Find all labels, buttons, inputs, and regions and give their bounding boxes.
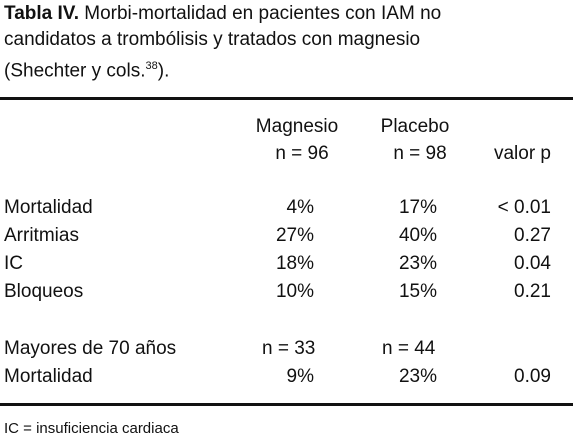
cell: 0.27 [514, 225, 551, 246]
row-label: Mortalidad [4, 366, 93, 387]
top-rule [0, 97, 573, 100]
caption-line: (Shechter y cols.38). [4, 54, 169, 83]
column-header: valor p [493, 143, 551, 164]
row-label: Arritmias [4, 225, 79, 246]
subgroup-n: n = 33 [262, 338, 316, 359]
cell: 40% [398, 225, 437, 246]
row-label: Mortalidad [4, 197, 93, 218]
cell: 0.09 [514, 366, 551, 387]
cell: 9% [286, 366, 314, 387]
caption-text: candidatos a trombólisis y tratados con … [4, 29, 421, 50]
cell: 4% [286, 197, 314, 218]
caption-label: Tabla IV. [4, 3, 79, 24]
cell: 15% [398, 281, 437, 302]
cell: < 0.01 [497, 197, 551, 218]
cell: 0.04 [514, 253, 551, 274]
subgroup-n: n = 44 [382, 338, 436, 359]
caption-line: Tabla IV. Morbi-mortalidad en pacientes … [4, 2, 441, 26]
cell: 10% [275, 281, 314, 302]
row-label: Bloqueos [4, 281, 84, 302]
column-n: n = 96 [275, 143, 329, 164]
cell: 23% [398, 253, 437, 274]
cell: 0.21 [514, 281, 551, 302]
caption-text: Morbi-mortalidad en pacientes con IAM no [84, 3, 442, 24]
caption-text: (Shechter y cols. [4, 60, 146, 82]
caption-end: ). [157, 60, 170, 82]
cell: 23% [398, 366, 437, 387]
column-header: Magnesio [255, 116, 339, 137]
row-label: IC [4, 253, 23, 274]
subgroup-label: Mayores de 70 años [4, 338, 177, 359]
footnote: IC = insuficiencia cardiaca [4, 420, 179, 437]
cell: 17% [398, 197, 437, 218]
cell: 18% [275, 253, 314, 274]
caption-ref: 38 [145, 60, 158, 72]
bottom-rule [0, 403, 573, 406]
column-header: Placebo [380, 116, 450, 137]
caption-line: candidatos a trombólisis y tratados con … [4, 28, 420, 52]
column-n: n = 98 [393, 143, 447, 164]
cell: 27% [275, 225, 314, 246]
